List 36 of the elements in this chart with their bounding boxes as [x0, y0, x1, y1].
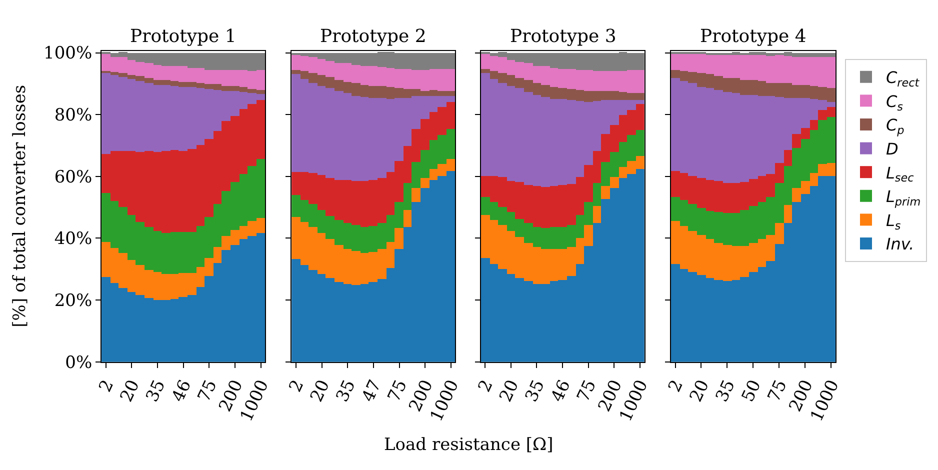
x-tick-label: 20 [306, 377, 334, 406]
y-axis-title: [%] of total converter losses [10, 84, 30, 328]
x-tick-label: 35 [332, 377, 360, 406]
x-tick-label: 35 [712, 377, 740, 406]
x-tick-label: 20 [686, 377, 714, 406]
x-tick-label: 2 [474, 377, 498, 396]
legend-label: L$_{prim}$ [886, 187, 921, 208]
y-tick-label: 80% [54, 106, 92, 126]
x-tick-label: 47 [358, 377, 386, 406]
legend-label: C$_{rect}$ [886, 68, 920, 90]
legend-label: C$_{p}$ [886, 116, 904, 138]
x-tick-label: 46 [168, 377, 196, 406]
chart-title: Prototype 2 [320, 26, 426, 47]
legend-label: L$_{sec}$ [886, 163, 914, 185]
x-tick-label: 2 [286, 377, 308, 396]
x-axis-title: Load resistance [Ω] [384, 435, 554, 455]
x-tick-label: 2 [664, 377, 688, 396]
legend-label: C$_{s}$ [886, 92, 904, 114]
x-tick-label: 2 [95, 377, 118, 396]
legend-label: Inv. [886, 234, 914, 254]
legend-label: L$_{s}$ [886, 210, 901, 232]
y-tick-label: 0% [65, 352, 92, 373]
legend-label: D [886, 140, 898, 159]
x-tick-label: 35 [142, 377, 170, 406]
x-tick-label: 20 [496, 377, 524, 406]
y-tick-label: 60% [54, 167, 92, 188]
x-tick-label: 46 [548, 377, 575, 406]
chart-title: Prototype 1 [130, 26, 236, 47]
chart-title: Prototype 3 [510, 26, 616, 47]
x-tick-label: 35 [522, 377, 549, 406]
y-tick-label: 40% [54, 229, 92, 250]
y-tick-label: 100% [44, 44, 92, 64]
x-tick-label: 20 [116, 377, 144, 406]
y-tick-label: 20% [54, 291, 92, 311]
chart-title: Prototype 4 [700, 26, 806, 47]
x-tick-label: 50 [738, 377, 766, 406]
